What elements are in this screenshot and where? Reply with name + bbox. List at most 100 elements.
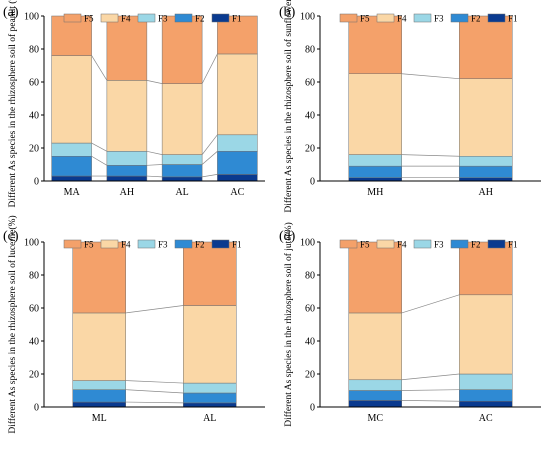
legend-label-f2: F2 bbox=[195, 14, 205, 24]
panel-label: (a) bbox=[3, 5, 19, 20]
connector-line bbox=[146, 80, 163, 84]
bar-segment-f2-ml bbox=[72, 389, 126, 403]
legend-swatch-f3 bbox=[137, 13, 156, 23]
bar-segment-f1-al bbox=[183, 402, 237, 408]
y-tick-label: 40 bbox=[29, 337, 39, 348]
legend-swatch-f2 bbox=[174, 13, 193, 23]
bar-segment-f3-ma bbox=[51, 142, 92, 157]
bar-segment-f2-mc bbox=[348, 390, 402, 401]
bar-segment-f5-ah bbox=[106, 15, 148, 81]
legend-swatch-f2 bbox=[450, 239, 469, 249]
y-tick-label: 20 bbox=[29, 370, 39, 381]
y-tick-label: 40 bbox=[29, 111, 39, 122]
x-tick-label: ML bbox=[92, 413, 107, 424]
y-tick-label: 100 bbox=[24, 12, 39, 23]
connector-line bbox=[91, 155, 108, 166]
x-tick-label: MA bbox=[64, 187, 81, 198]
y-tick-label: 0 bbox=[34, 403, 39, 414]
connector-line bbox=[401, 294, 460, 314]
bar-segment-f4-ma bbox=[51, 55, 92, 144]
bar-segment-f3-al bbox=[183, 382, 237, 394]
connector-line bbox=[146, 150, 163, 155]
legend-label-f3: F3 bbox=[434, 240, 444, 250]
legend-swatch-f5 bbox=[63, 239, 82, 249]
bar-segment-f5-mh bbox=[348, 15, 402, 74]
x-tick-label: AH bbox=[120, 187, 134, 198]
x-tick-label: AH bbox=[479, 187, 493, 198]
bar-segment-f2-ah bbox=[459, 165, 513, 178]
connector-line bbox=[125, 389, 184, 394]
legend-swatch-f3 bbox=[413, 13, 432, 23]
connector-line bbox=[401, 154, 460, 157]
connector-line bbox=[91, 142, 108, 152]
connector-line bbox=[401, 389, 460, 391]
bar-segment-f3-ac bbox=[459, 373, 513, 390]
y-tick-label: 80 bbox=[29, 271, 39, 282]
chart-panel-4: (d) 0 20 40 60 80 100 MC AC Different As species … bbox=[279, 222, 541, 427]
legend-label-f4: F4 bbox=[121, 14, 131, 24]
bar-segment-f4-mh bbox=[348, 73, 402, 155]
y-axis-label: Different As species in the rhizosphere … bbox=[7, 215, 18, 433]
y-axis-label: Different As species in the rhizosphere … bbox=[283, 0, 294, 213]
legend-swatch-f4 bbox=[376, 13, 395, 23]
bar-segment-f3-ah bbox=[459, 156, 513, 167]
bar-segment-f2-mh bbox=[348, 165, 402, 178]
legend-label-f5: F5 bbox=[84, 14, 94, 24]
bar-segment-f1-ac bbox=[459, 400, 513, 408]
panel-label: (d) bbox=[279, 229, 296, 244]
connector-line bbox=[146, 164, 163, 166]
legend-swatch-f1 bbox=[487, 13, 506, 23]
connector-line bbox=[146, 175, 163, 178]
bar-segment-f3-ah bbox=[106, 151, 148, 166]
y-tick-label: 60 bbox=[305, 304, 315, 315]
x-tick-label: AL bbox=[203, 413, 216, 424]
legend-label-f5: F5 bbox=[360, 14, 370, 24]
bar-segment-f4-al bbox=[183, 305, 237, 384]
legend-swatch-f5 bbox=[63, 13, 82, 23]
y-tick-label: 40 bbox=[305, 337, 315, 348]
legend-label-f2: F2 bbox=[471, 14, 481, 24]
y-tick-label: 0 bbox=[310, 403, 315, 414]
legend-label-f1: F1 bbox=[508, 240, 518, 250]
bar-segment-f4-ac bbox=[459, 294, 513, 375]
panel-label: (b) bbox=[279, 5, 296, 20]
legend-label-f1: F1 bbox=[508, 14, 518, 24]
legend-swatch-f5 bbox=[339, 13, 358, 23]
legend-label-f4: F4 bbox=[121, 240, 131, 250]
bar-segment-f4-ac bbox=[217, 53, 258, 136]
connector-line bbox=[201, 134, 218, 155]
panel-label: (c) bbox=[3, 229, 19, 244]
x-tick-label: MC bbox=[367, 413, 383, 424]
y-tick-label: 80 bbox=[305, 45, 315, 56]
x-tick-label: AC bbox=[479, 413, 493, 424]
y-axis-label: Different As species in the rhizosphere … bbox=[283, 222, 294, 427]
y-tick-label: 60 bbox=[29, 78, 39, 89]
bar-segment-f1-ml bbox=[72, 401, 126, 408]
bar-segment-f1-ac bbox=[217, 174, 258, 182]
bar-segment-f5-ma bbox=[51, 15, 92, 56]
bar-segment-f4-mc bbox=[348, 312, 402, 381]
bar-segment-f1-mc bbox=[348, 400, 402, 408]
legend-swatch-f3 bbox=[137, 239, 156, 249]
bar-segment-f5-mc bbox=[348, 241, 402, 314]
legend-swatch-f4 bbox=[100, 239, 119, 249]
bar-segment-f3-ac bbox=[217, 134, 258, 152]
legend-label-f2: F2 bbox=[471, 240, 481, 250]
bar-segment-f1-ah bbox=[106, 175, 148, 182]
bar-segment-f1-ma bbox=[51, 175, 92, 182]
y-tick-label: 0 bbox=[34, 177, 39, 188]
legend-label-f3: F3 bbox=[158, 240, 168, 250]
y-tick-label: 20 bbox=[305, 370, 315, 381]
y-tick-label: 60 bbox=[305, 78, 315, 89]
connector-line bbox=[202, 174, 218, 178]
legend-swatch-f1 bbox=[211, 13, 230, 23]
connector-line bbox=[401, 73, 460, 80]
bar-segment-f3-mh bbox=[348, 154, 402, 167]
connector-line bbox=[401, 400, 460, 402]
legend-label-f3: F3 bbox=[434, 14, 444, 24]
connector-line bbox=[125, 380, 184, 384]
chart-panel-2: (b) 0 20 40 60 80 100 MH AH Different As species … bbox=[279, 0, 541, 213]
legend-label-f4: F4 bbox=[397, 240, 407, 250]
y-tick-label: 100 bbox=[300, 238, 315, 249]
